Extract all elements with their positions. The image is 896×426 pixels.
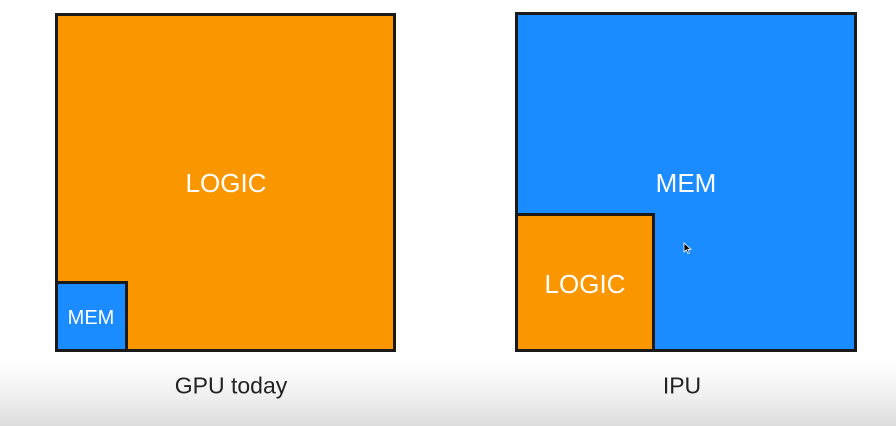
ipu-logic-block — [515, 213, 655, 352]
gpu-mem-block — [55, 281, 128, 352]
ipu-logic-label: LOGIC — [544, 269, 626, 299]
gpu-caption: GPU today — [174, 372, 288, 399]
mouse-pointer-icon — [683, 242, 692, 255]
ipu-mem-label: MEM — [655, 168, 717, 198]
gpu-mem-label: MEM — [67, 307, 115, 329]
ipu-caption: IPU — [662, 372, 702, 399]
gpu-logic-label: LOGIC — [185, 168, 267, 198]
